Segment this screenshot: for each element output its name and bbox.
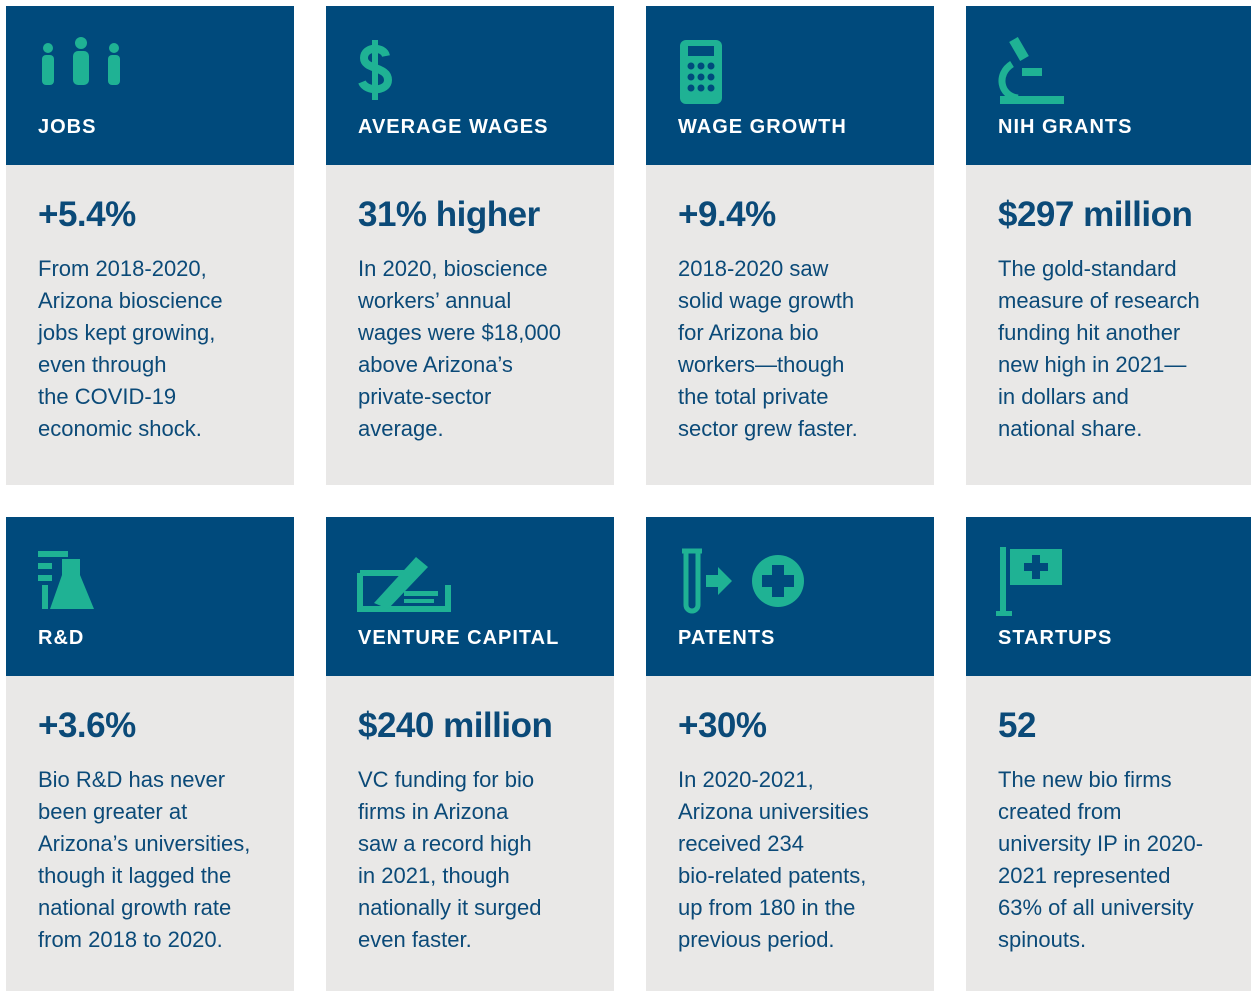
description-line: saw a record high <box>358 831 532 856</box>
description-line: national growth rate <box>38 895 232 920</box>
card-header: VENTURE CAPITAL <box>326 517 614 676</box>
description-line: measure of research <box>998 288 1200 313</box>
description-line: Bio R&D has never <box>38 767 226 792</box>
card-body: +3.6% Bio R&D has never been greater at Ari… <box>6 676 294 991</box>
description-line: the COVID-19 <box>38 384 177 409</box>
card-header: STARTUPS <box>966 517 1251 676</box>
description-line: sector grew faster. <box>678 416 858 441</box>
description-line: Arizona universities <box>678 799 869 824</box>
description-line: received 234 <box>678 831 804 856</box>
description-line: Arizona’s universities, <box>38 831 251 856</box>
stat-value: +9.4% <box>678 195 776 234</box>
description-line: Arizona bioscience <box>38 288 223 313</box>
description-line: firms in Arizona <box>358 799 509 824</box>
stat-value: +3.6% <box>38 706 136 745</box>
description-line: workers—though <box>678 352 845 377</box>
description-line: The new bio firms <box>998 767 1172 792</box>
description-line: in 2021, though <box>358 863 510 888</box>
description-line: been greater at <box>38 799 188 824</box>
card-header: JOBS <box>6 6 294 165</box>
description-line: From 2018-2020, <box>38 256 207 281</box>
description-line: 63% of all university <box>998 895 1194 920</box>
card-body: +30% In 2020-2021, Arizona universities rec… <box>646 676 934 991</box>
description-line: above Arizona’s <box>358 352 513 377</box>
description-line: In 2020, bioscience <box>358 256 548 281</box>
description-line: average. <box>358 416 444 441</box>
description-line: The gold-standard <box>998 256 1177 281</box>
card-header: NIH GRANTS <box>966 6 1251 165</box>
card-title: JOBS <box>38 116 97 138</box>
description-line: solid wage growth <box>678 288 855 313</box>
icon <box>42 37 120 85</box>
stat-value: +5.4% <box>38 195 136 234</box>
description-line: VC funding for bio <box>358 767 535 792</box>
description-line: new high in 2021— <box>998 352 1187 377</box>
description-line: even faster. <box>358 927 472 952</box>
icon <box>358 40 393 100</box>
icon <box>996 547 1062 616</box>
icon <box>680 40 722 104</box>
card-title: STARTUPS <box>998 627 1113 649</box>
description-line: spinouts. <box>998 927 1087 952</box>
stat-value: +30% <box>678 706 767 745</box>
description-line: workers’ annual <box>358 288 512 313</box>
description-line: university IP in 2020- <box>998 831 1204 856</box>
stat-value: $297 million <box>998 195 1193 234</box>
card-body: +5.4% From 2018-2020, Arizona bioscience jo… <box>6 165 294 485</box>
description-line: bio-related patents, <box>678 863 867 888</box>
description-line: national share. <box>998 416 1143 441</box>
description-line: economic shock. <box>38 416 202 441</box>
card-body: $240 million VC funding for bio firms in A… <box>326 676 614 991</box>
stat-value: 31% higher <box>358 195 540 234</box>
card-header: PATENTS <box>646 517 934 676</box>
description-line: even through <box>38 352 167 377</box>
description-line: for Arizona bio <box>678 320 819 345</box>
card-title: PATENTS <box>678 627 776 649</box>
description-line: In 2020-2021, <box>678 767 814 792</box>
card-body: +9.4% 2018-2020 saw solid wage growth for A… <box>646 165 934 485</box>
icon <box>682 548 804 614</box>
card-title: AVERAGE WAGES <box>358 116 549 138</box>
description-line: previous period. <box>678 927 835 952</box>
card-header: R&D <box>6 517 294 676</box>
icon <box>357 557 451 612</box>
description-line: 2021 represented <box>998 863 1171 888</box>
description-line: funding hit another <box>998 320 1181 345</box>
description-line: the total private <box>678 384 829 409</box>
icon <box>998 36 1064 104</box>
icon <box>38 551 94 609</box>
description-line: in dollars and <box>998 384 1129 409</box>
description-line: from 2018 to 2020. <box>38 927 223 952</box>
card-body: 52 The new bio firms created from universit… <box>966 676 1251 991</box>
card-title: NIH GRANTS <box>998 116 1133 138</box>
card-title: VENTURE CAPITAL <box>358 627 560 649</box>
stat-value: $240 million <box>358 706 553 745</box>
description-line: jobs kept growing, <box>38 320 216 345</box>
card-title: WAGE GROWTH <box>678 116 847 138</box>
description-line: 2018-2020 saw <box>678 256 829 281</box>
card-body: 31% higher In 2020, bioscience workers’ an… <box>326 165 614 485</box>
description-line: nationally it surged <box>358 895 542 920</box>
card-header: WAGE GROWTH <box>646 6 934 165</box>
stat-value: 52 <box>998 706 1036 745</box>
card-header: AVERAGE WAGES <box>326 6 614 165</box>
description-line: up from 180 in the <box>678 895 856 920</box>
description-line: though it lagged the <box>38 863 232 888</box>
description-line: wages were $18,000 <box>358 320 562 345</box>
description-line: created from <box>998 799 1122 824</box>
description-line: private-sector <box>358 384 492 409</box>
card-body: $297 million The gold-standard measure of … <box>966 165 1251 485</box>
card-title: R&D <box>38 627 85 649</box>
